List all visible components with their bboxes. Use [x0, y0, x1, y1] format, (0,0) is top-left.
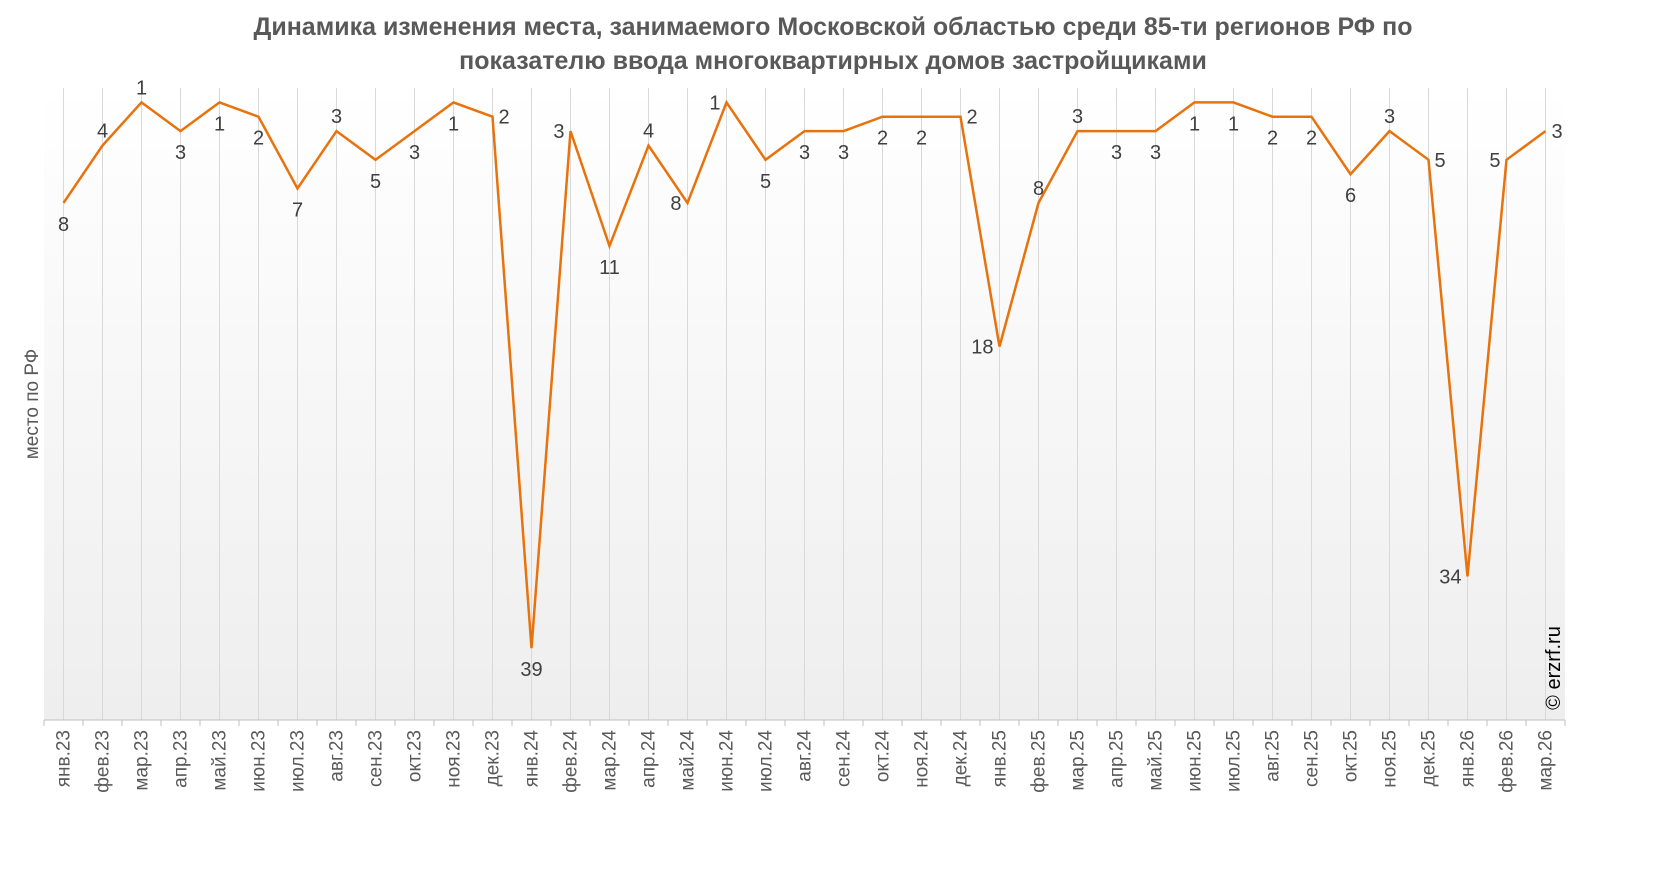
- data-label: 34: [1439, 566, 1461, 588]
- data-label: 1: [1189, 113, 1200, 135]
- x-tick-label: июл.25: [1224, 730, 1245, 792]
- data-label: 2: [499, 107, 510, 129]
- data-label: 1: [448, 113, 459, 135]
- data-label: 3: [1384, 106, 1395, 128]
- x-tick-label: авг.24: [795, 730, 816, 782]
- data-label: 3: [1552, 121, 1563, 143]
- x-tick-label: фев.26: [1497, 730, 1518, 793]
- x-tick-label: фев.25: [1029, 730, 1050, 793]
- x-tick-label: янв.23: [54, 730, 75, 787]
- x-tick-label: июн.23: [249, 730, 270, 792]
- data-label: 18: [971, 337, 993, 359]
- data-label: 2: [1267, 128, 1278, 150]
- data-label: 3: [1150, 142, 1161, 164]
- x-tick-label: июн.24: [717, 730, 738, 792]
- data-label: 2: [1306, 128, 1317, 150]
- x-tick-label: май.25: [1146, 730, 1167, 791]
- x-tick-label: мар.25: [1068, 730, 1089, 791]
- x-tick-label: янв.26: [1458, 730, 1479, 787]
- data-label: 7: [292, 200, 303, 222]
- x-tick-label: фев.23: [93, 730, 114, 793]
- series-line: [62, 99, 1547, 649]
- data-label: 3: [799, 142, 810, 164]
- x-tick-label: янв.24: [522, 730, 543, 788]
- gridlines: [63, 88, 1546, 720]
- data-label: 5: [370, 171, 381, 193]
- data-label: 1: [214, 113, 225, 135]
- data-label: 1: [136, 77, 147, 99]
- chart-title-line-2: показателю ввода многоквартирных домов з…: [459, 47, 1207, 75]
- x-tick-label: авг.25: [1263, 730, 1284, 782]
- x-tick-label: окт.25: [1341, 730, 1362, 782]
- x-tick-label: июн.25: [1185, 730, 1206, 792]
- data-label: 3: [409, 142, 420, 164]
- x-tick-label: сен.25: [1302, 730, 1323, 787]
- x-tick-label: апр.25: [1107, 730, 1128, 788]
- x-tick-label: май.24: [678, 730, 699, 791]
- x-tick-label: июл.24: [756, 730, 777, 792]
- data-label: 1: [1228, 113, 1239, 135]
- data-label: 2: [916, 128, 927, 150]
- data-label: 8: [670, 193, 681, 215]
- data-label: 2: [877, 128, 888, 150]
- x-tick-label: окт.23: [405, 730, 426, 782]
- copyright-credit: © erzrf.ru: [1543, 626, 1565, 710]
- x-tick-label: дек.24: [951, 730, 972, 787]
- data-label: 3: [553, 121, 564, 143]
- data-label: 4: [97, 121, 108, 143]
- data-label: 5: [1489, 150, 1500, 172]
- data-label: 5: [760, 171, 771, 193]
- x-tick-label: окт.24: [873, 730, 894, 783]
- data-label: 2: [253, 128, 264, 150]
- data-label: 8: [58, 214, 69, 236]
- data-label: 3: [175, 142, 186, 164]
- x-tick-label: ноя.23: [444, 730, 465, 788]
- x-tick-label: июл.23: [288, 730, 309, 792]
- chart-title-line-1: Динамика изменения места, занимаемого Мо…: [253, 13, 1413, 41]
- x-tick-label: фев.24: [561, 730, 582, 793]
- x-tick-label: апр.24: [639, 730, 660, 788]
- chart-title: Динамика изменения места, занимаемого Мо…: [0, 10, 1666, 78]
- x-tick-label: апр.23: [171, 730, 192, 788]
- x-tick-label: ноя.25: [1380, 730, 1401, 788]
- data-label: 8: [1033, 178, 1044, 200]
- x-tick-label: сен.23: [366, 730, 387, 787]
- x-tick-label: дек.25: [1419, 730, 1440, 786]
- data-label: 11: [599, 257, 620, 279]
- x-tick-label: май.23: [210, 730, 231, 791]
- data-label: 3: [1111, 142, 1122, 164]
- x-tick-label: ноя.24: [912, 730, 933, 788]
- data-label: 2: [967, 107, 978, 129]
- x-tick-label: мар.26: [1536, 730, 1557, 791]
- data-label: 3: [838, 142, 849, 164]
- data-label: 39: [520, 659, 542, 681]
- data-label: 5: [1435, 150, 1446, 172]
- data-label: 3: [331, 106, 342, 128]
- x-tick-label: дек.23: [483, 730, 504, 786]
- data-label: 1: [709, 92, 720, 114]
- x-tick-label: сен.24: [834, 730, 855, 787]
- x-tick-label: янв.25: [990, 730, 1011, 787]
- x-tick-label: авг.23: [327, 730, 348, 782]
- x-axis-tick-labels: янв.23 фев.23 мар.23 апр.23 май.23 июн.23 июл.…: [54, 730, 1557, 793]
- x-axis-ticks: [43, 720, 1566, 726]
- data-label: 6: [1345, 185, 1356, 207]
- data-label: 3: [1072, 106, 1083, 128]
- x-tick-label: мар.24: [600, 730, 621, 791]
- y-axis-label: место по РФ: [22, 349, 43, 460]
- data-label: 4: [643, 121, 654, 143]
- x-tick-label: мар.23: [132, 730, 153, 791]
